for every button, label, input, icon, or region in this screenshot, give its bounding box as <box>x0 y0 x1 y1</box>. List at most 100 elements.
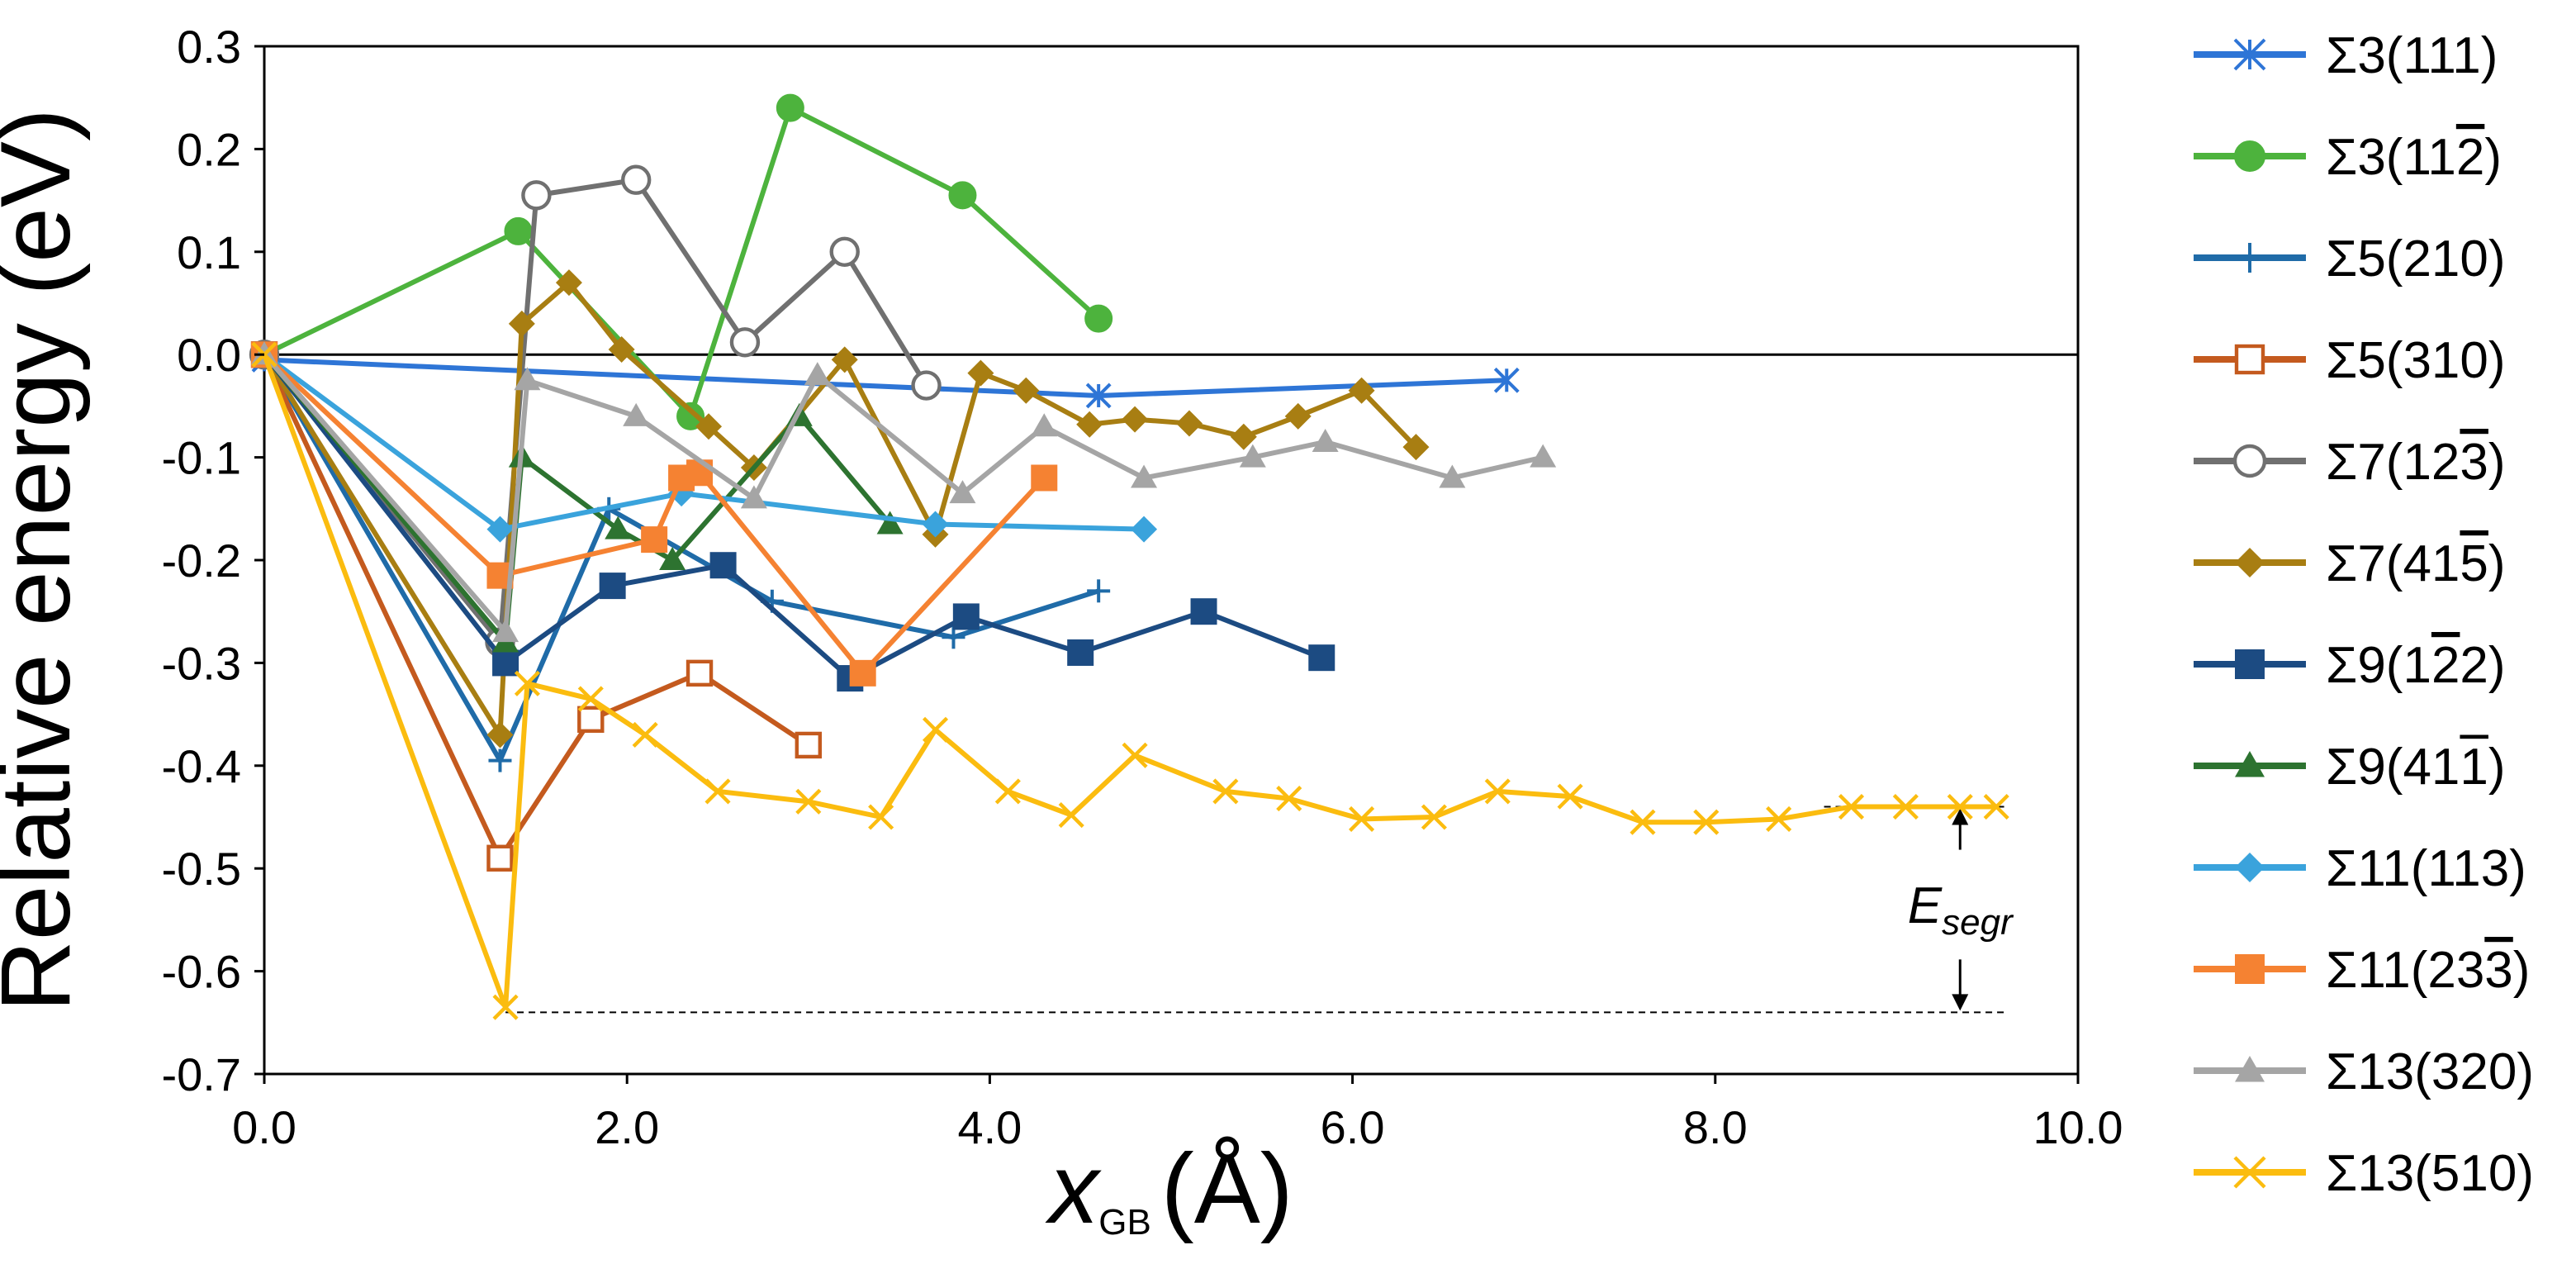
data-point <box>1557 783 1583 810</box>
data-point <box>831 346 858 373</box>
legend-label: Σ11(233) <box>2326 942 2530 999</box>
data-point <box>1421 804 1447 830</box>
data-point <box>1312 428 1339 452</box>
data-point <box>740 485 767 509</box>
data-point <box>623 402 650 426</box>
data-point <box>599 573 626 600</box>
plot-root: Esegr Relative energy (eV) xGB (Å) 0.3 0.2… <box>0 21 2534 1244</box>
data-point <box>504 216 533 245</box>
series-Σ3(111) <box>251 347 1520 409</box>
legend-entry: Σ9(411) <box>2194 739 2506 796</box>
data-point <box>492 994 519 1020</box>
x-tick-label: 2.0 <box>595 1101 659 1153</box>
data-point <box>829 236 860 267</box>
y-axis-title: Relative energy (eV) <box>0 108 91 1012</box>
y-tick-label: -0.2 <box>162 535 242 587</box>
data-point <box>486 844 514 872</box>
data-point <box>1212 778 1239 805</box>
data-point <box>620 164 652 195</box>
legend-swatch-marker <box>2235 1056 2265 1082</box>
data-point <box>876 511 904 535</box>
legend-label: Σ9(122) <box>2326 637 2506 694</box>
data-point <box>1175 410 1203 437</box>
data-point <box>608 335 635 363</box>
legend-label: Σ13(510) <box>2326 1145 2534 1202</box>
x-tick-label: 10.0 <box>2033 1101 2123 1153</box>
x-tick-label: 6.0 <box>1321 1101 1385 1153</box>
data-point <box>1031 464 1058 492</box>
data-point <box>1031 413 1058 437</box>
data-point <box>1284 402 1312 430</box>
data-point <box>514 670 540 696</box>
series-Σ11(113) <box>251 341 1158 543</box>
legend-entry: Σ7(415) <box>2194 535 2506 592</box>
legend-label: Σ11(113) <box>2326 840 2526 897</box>
legend-entry: Σ13(320) <box>2194 1043 2534 1100</box>
y-tick-label: -0.5 <box>162 843 242 895</box>
data-point <box>1085 383 1112 409</box>
data-point <box>1239 444 1266 468</box>
y-tick-label: 0.1 <box>177 226 241 278</box>
legend-swatch-marker <box>2235 751 2265 777</box>
y-tick-label: -0.6 <box>162 946 242 998</box>
data-point <box>641 526 668 554</box>
data-point <box>1276 786 1302 812</box>
legend-entry: Σ11(233) <box>2194 942 2530 999</box>
data-point <box>795 731 822 759</box>
legend-label: Σ5(310) <box>2326 332 2506 389</box>
data-point <box>1131 516 1158 543</box>
x-tick-label: 4.0 <box>957 1101 1022 1153</box>
data-point <box>1402 434 1430 461</box>
legend-entry: Σ3(111) <box>2194 27 2498 84</box>
series-Σ13(510) <box>251 341 2009 1020</box>
data-point <box>1766 805 1792 833</box>
data-point <box>1131 464 1158 488</box>
series-layer <box>249 93 2009 1020</box>
data-point <box>632 721 658 748</box>
data-point <box>729 327 761 358</box>
data-point <box>695 413 723 440</box>
data-point <box>922 716 949 743</box>
data-point <box>577 706 605 734</box>
data-point <box>1084 304 1113 333</box>
data-point <box>994 778 1021 805</box>
data-point <box>1058 801 1084 829</box>
data-point <box>1630 809 1656 835</box>
legend-entry: Σ9(122) <box>2194 637 2506 694</box>
data-point <box>514 367 541 391</box>
annotation-label: Esegr <box>1908 877 2014 943</box>
data-point <box>1308 644 1335 672</box>
data-point <box>1892 794 1919 820</box>
legend-swatch-marker <box>2233 1156 2266 1189</box>
legend-entry: Σ11(113) <box>2194 840 2526 897</box>
legend-swatch-marker <box>2235 243 2265 273</box>
data-point <box>849 659 876 687</box>
legend-swatch-marker <box>2232 444 2267 478</box>
data-point <box>1349 805 1375 833</box>
data-point <box>704 778 731 805</box>
data-point <box>1076 411 1103 438</box>
data-point <box>577 686 604 712</box>
data-point <box>486 721 514 748</box>
y-tick-label: -0.1 <box>162 432 242 484</box>
data-point <box>1230 423 1257 450</box>
data-point <box>492 619 519 643</box>
data-point <box>1013 377 1040 404</box>
data-point <box>1838 794 1865 820</box>
legend-swatch-marker <box>2235 853 2265 882</box>
legend-swatch-marker <box>2233 38 2266 71</box>
data-point <box>1493 367 1520 393</box>
legend-label: Σ9(411) <box>2326 739 2506 796</box>
data-point <box>804 362 831 386</box>
x-tick-label: 8.0 <box>1683 1101 1748 1153</box>
series-Σ7(415̄) <box>251 269 1430 748</box>
legend-swatch-marker <box>2235 548 2265 577</box>
legend-label: Σ7(415) <box>2326 535 2506 592</box>
data-point <box>1693 809 1720 835</box>
series-line <box>263 105 1101 419</box>
legend-label: Σ3(112) <box>2326 129 2502 186</box>
legend-swatch-marker <box>2234 344 2265 375</box>
legend-label: Σ7(123) <box>2326 434 2506 491</box>
legend-swatch-marker <box>2235 649 2265 679</box>
